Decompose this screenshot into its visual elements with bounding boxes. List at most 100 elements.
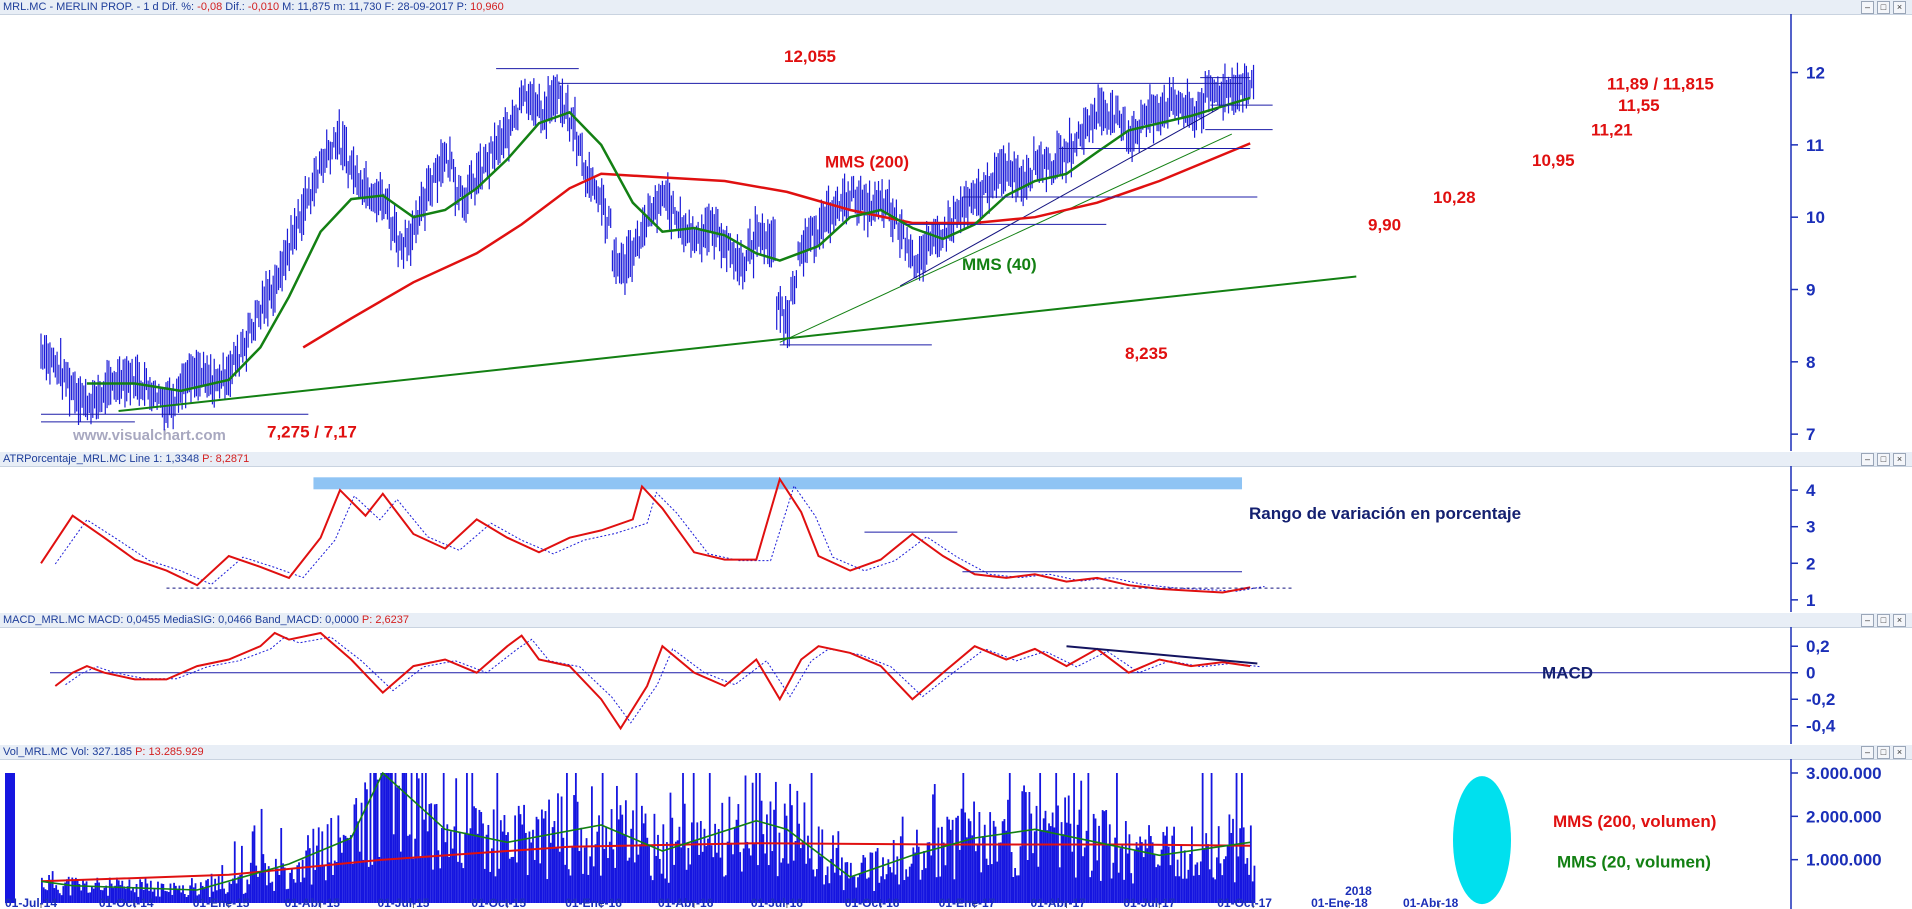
volume-bar <box>1074 877 1077 903</box>
volume-bar <box>553 821 556 903</box>
volume-bar <box>369 773 372 903</box>
volume-bar <box>699 820 702 903</box>
volume-bar <box>682 773 684 903</box>
volume-bar <box>1060 822 1063 903</box>
price-chart[interactable]: 12 11 10 9 8 7 www.visualchart.com 12,055 11,89 … <box>0 14 1912 451</box>
volume-bar <box>439 868 442 903</box>
volume-bar <box>430 803 433 903</box>
maximize-button[interactable]: □ <box>1877 453 1890 466</box>
volume-bar <box>321 831 324 903</box>
annotation-label: 11,89 / 11,815 <box>1607 74 1714 93</box>
maximize-button[interactable]: □ <box>1877 1 1890 14</box>
volume-bar <box>878 882 881 903</box>
volume-bar <box>1233 882 1236 903</box>
volume-bar <box>67 876 70 903</box>
volume-bar <box>494 876 497 903</box>
volume-bar <box>274 858 277 903</box>
volume-bar <box>644 813 647 903</box>
macd-chart[interactable]: 0,2 0 -0,2 -0,4 MACD <box>0 627 1912 744</box>
volume-bar <box>1142 857 1145 903</box>
volume-bar <box>710 845 713 903</box>
volume-bar <box>305 850 308 903</box>
volume-bar <box>66 879 68 903</box>
atr-panel: ATRPorcentaje_MRL.MC Line 1: 1,3348 P: 8… <box>0 452 1912 612</box>
volume-bar <box>414 838 417 903</box>
volume-bar <box>1123 879 1125 903</box>
annotation-label: MMS (200) <box>825 153 909 172</box>
close-button[interactable]: × <box>1893 453 1906 466</box>
volume-bar <box>910 863 913 903</box>
volume-bar <box>1132 883 1134 903</box>
volume-bar <box>857 877 859 903</box>
price-tick-label: 9 <box>1806 281 1815 300</box>
volume-bar <box>1246 858 1249 903</box>
volume-bar <box>262 854 265 903</box>
volume-bar <box>407 835 409 903</box>
volume-bar <box>1155 867 1158 903</box>
macd-signal-line <box>65 636 1261 724</box>
volume-bar <box>219 889 222 903</box>
volume-bar <box>930 855 933 903</box>
volume-bar <box>583 847 586 903</box>
volume-bar <box>428 804 431 903</box>
volume-bar <box>517 805 520 903</box>
volume-header-p: P: 13.285.929 <box>135 746 204 758</box>
volume-bar <box>519 814 522 903</box>
volume-bar <box>189 885 192 903</box>
volume-bar <box>826 866 829 903</box>
volume-bar <box>1137 847 1140 903</box>
volume-bar <box>299 882 302 903</box>
volume-bar <box>964 812 967 903</box>
volume-bar <box>719 857 722 903</box>
volume-bar <box>603 848 606 903</box>
minimize-button[interactable]: – <box>1861 746 1874 759</box>
maximize-button[interactable]: □ <box>1877 614 1890 627</box>
price-tick-label: 8 <box>1806 353 1815 372</box>
volume-bar <box>967 818 970 903</box>
volume-bar <box>253 825 256 903</box>
price-tick-label: 7 <box>1806 425 1815 444</box>
volume-bar <box>521 824 524 903</box>
close-button[interactable]: × <box>1893 746 1906 759</box>
maximize-button[interactable]: □ <box>1877 746 1890 759</box>
atr-chart[interactable]: 4 3 2 1 Rango de variación en porcentaje <box>0 466 1912 612</box>
volume-bar <box>174 885 177 903</box>
volume-bar <box>74 877 77 903</box>
volume-bar <box>1096 860 1099 903</box>
volume-bar <box>160 883 163 903</box>
annotation-label: 11,55 <box>1618 96 1660 115</box>
volume-bar <box>1173 826 1175 903</box>
volume-bar <box>57 889 59 903</box>
close-button[interactable]: × <box>1893 1 1906 14</box>
macd-divergence-line <box>1066 645 1258 665</box>
volume-bar <box>823 884 825 903</box>
volume-bar <box>214 878 217 903</box>
atr-tick-label: 2 <box>1806 554 1815 573</box>
volume-bar <box>1153 854 1156 903</box>
volume-bar <box>471 773 474 903</box>
volume-bar <box>924 868 927 903</box>
volume-chart[interactable]: 3.000.000 2.000.000 1.000.000 MMS (200, vol… <box>0 759 1912 909</box>
volume-legend-sma200: MMS (200, volumen) <box>1553 812 1716 831</box>
atr-panel-header: ATRPorcentaje_MRL.MC Line 1: 1,3348 P: 8… <box>0 452 1912 467</box>
volume-bar <box>124 888 127 903</box>
long-term-trendline <box>118 275 1357 413</box>
volume-bar <box>1224 856 1227 903</box>
volume-bar <box>346 837 349 903</box>
minimize-button[interactable]: – <box>1861 453 1874 466</box>
close-button[interactable]: × <box>1893 614 1906 627</box>
volume-bar <box>849 862 852 903</box>
volume-bar <box>1240 773 1243 903</box>
volume-bar <box>1044 810 1047 903</box>
volume-bar <box>748 848 750 903</box>
volume-bar <box>1249 825 1252 903</box>
minimize-button[interactable]: – <box>1861 1 1874 14</box>
minimize-button[interactable]: – <box>1861 614 1874 627</box>
volume-bar <box>205 880 208 903</box>
volume-bar <box>51 871 54 903</box>
volume-bar <box>319 866 322 903</box>
atr-tick-label: 4 <box>1806 481 1816 500</box>
volume-bar <box>248 884 250 903</box>
volume-bar <box>562 837 565 903</box>
volume-bar <box>1183 850 1186 903</box>
